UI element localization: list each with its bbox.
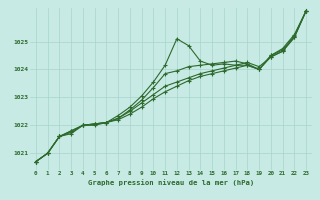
X-axis label: Graphe pression niveau de la mer (hPa): Graphe pression niveau de la mer (hPa) <box>88 179 254 186</box>
